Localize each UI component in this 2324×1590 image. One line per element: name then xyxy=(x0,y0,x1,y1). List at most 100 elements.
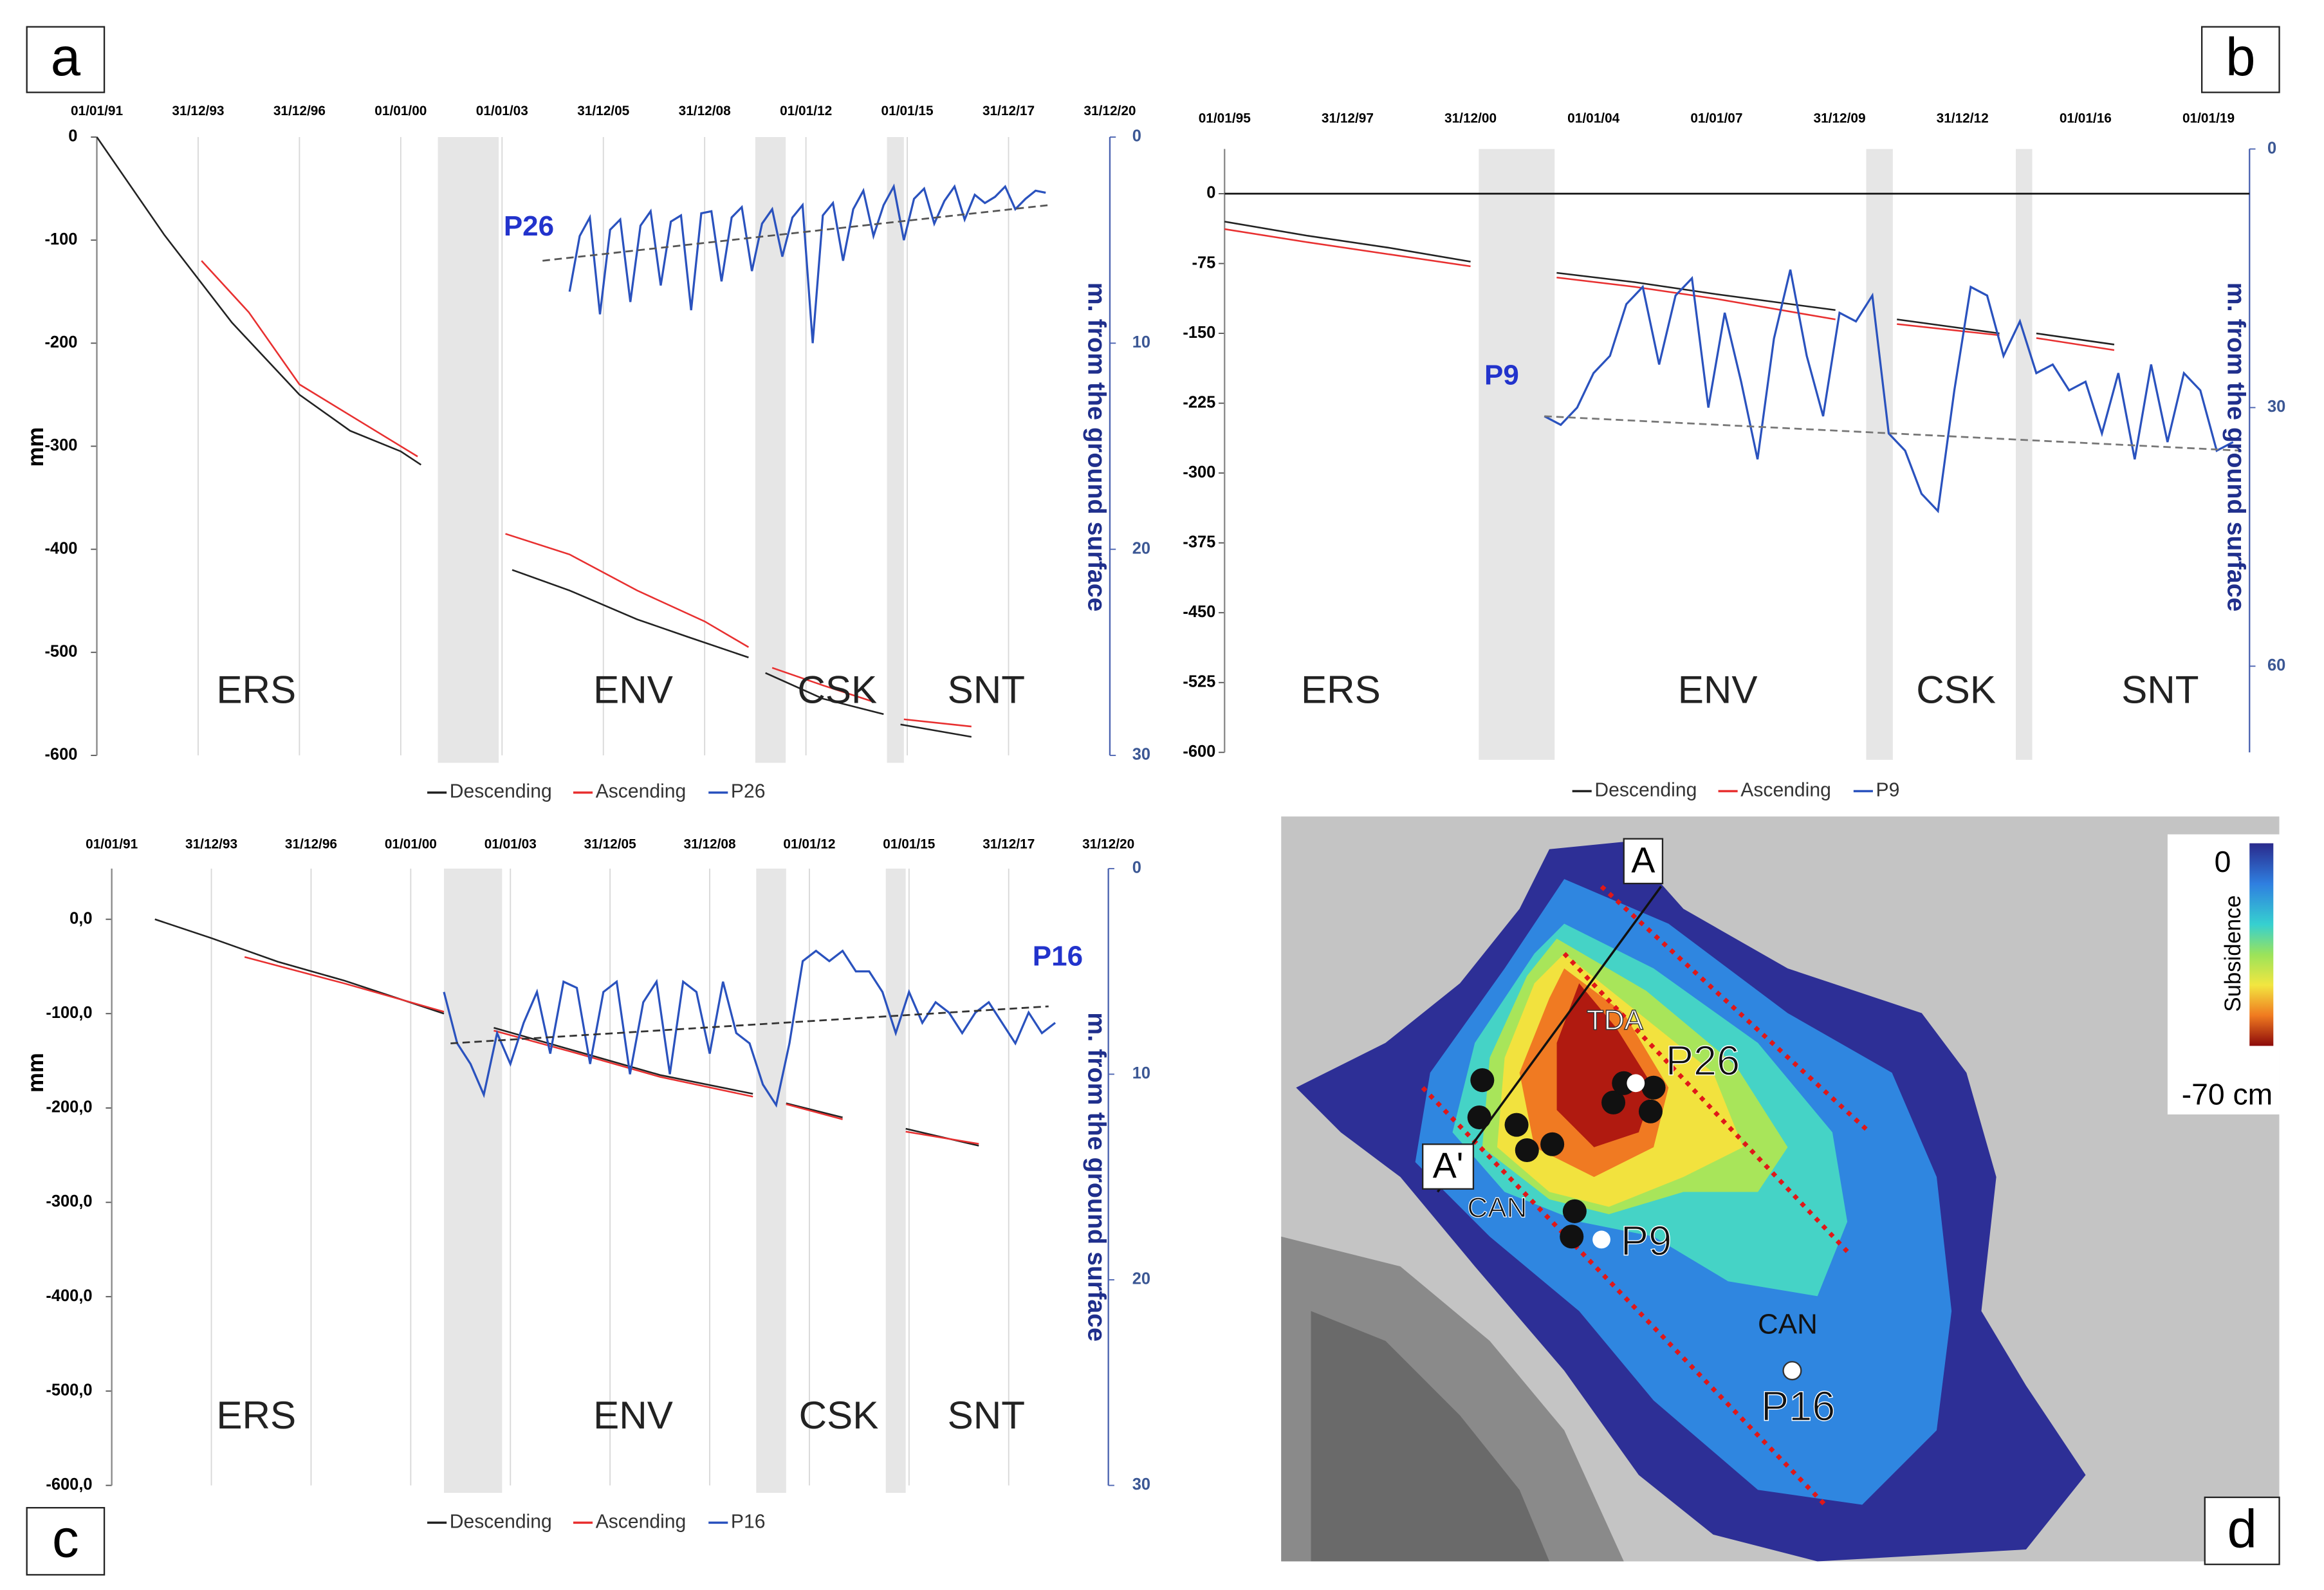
sensor-label: ENV xyxy=(1678,669,1758,712)
piezometer xyxy=(1592,1230,1610,1249)
x-tick-label: 31/12/08 xyxy=(679,104,731,118)
map-label: P9 xyxy=(1621,1217,1672,1264)
trend-line xyxy=(542,204,1049,262)
x-tick-label: 31/12/20 xyxy=(1084,104,1136,118)
y2-axis-label: m. from the ground surface xyxy=(1082,282,1111,612)
panel-box xyxy=(26,26,106,93)
sensor-label: SNT xyxy=(948,669,1025,712)
y-tick-label: -300 xyxy=(44,436,77,454)
colorbar xyxy=(2249,843,2274,1046)
well xyxy=(1504,1113,1529,1137)
well xyxy=(1638,1099,1663,1123)
y-tick-label: -600 xyxy=(1183,743,1215,761)
colorbar-label: 0 xyxy=(2215,845,2231,878)
y2-tick-label: 30 xyxy=(1132,746,1150,764)
series-line xyxy=(568,183,1046,344)
y-tick-label: -100,0 xyxy=(46,1004,92,1022)
y2-axis-label: m. from the ground surface xyxy=(2222,282,2251,612)
panel-label: c xyxy=(52,1509,79,1569)
well xyxy=(1601,1090,1626,1114)
sensor-label: ERS xyxy=(1301,669,1381,712)
y-axis-label: mm xyxy=(24,427,48,467)
x-tick-label: 01/01/15 xyxy=(883,837,935,851)
y-tick-label: -150 xyxy=(1183,324,1215,342)
x-tick-label: 01/01/03 xyxy=(476,104,528,118)
x-tick-label: 31/12/96 xyxy=(273,104,326,118)
y-tick-label: 0 xyxy=(68,127,77,145)
legend-label: Ascending xyxy=(596,1511,687,1532)
sensor-label: CSK xyxy=(797,669,877,712)
x-tick-label: 01/01/07 xyxy=(1690,111,1742,126)
data-gap xyxy=(443,868,503,1493)
label-box xyxy=(1623,838,1664,885)
well xyxy=(1562,1199,1587,1223)
y-tick-label: -200 xyxy=(44,333,77,351)
map-label: CAN xyxy=(1758,1308,1818,1340)
x-tick-label: 01/01/03 xyxy=(484,837,537,851)
y-tick-label: -600 xyxy=(44,746,77,764)
x-tick-label: 01/01/16 xyxy=(2060,111,2112,126)
map-label: TDA xyxy=(1587,1004,1644,1036)
y2-tick-label: 20 xyxy=(1132,1270,1150,1288)
y-tick-label: -200,0 xyxy=(46,1098,92,1116)
y-tick-label: 0 xyxy=(1206,184,1215,202)
series-line xyxy=(1224,228,2115,351)
piezometer xyxy=(1782,1361,1802,1381)
sensor-label: SNT xyxy=(2121,669,2199,712)
y-tick-label: -500,0 xyxy=(46,1382,92,1400)
series-line xyxy=(96,136,972,738)
legend-label: Ascending xyxy=(1740,779,1831,800)
y-tick-label: 0,0 xyxy=(69,909,92,927)
x-tick-label: 31/12/93 xyxy=(172,104,224,118)
map-label: P16 xyxy=(1761,1382,1835,1429)
y-axis-label: mm xyxy=(24,1053,48,1093)
y2-axis-label: m. from the ground surface xyxy=(1082,1012,1111,1342)
x-tick-label: 31/12/09 xyxy=(1813,111,1865,126)
data-gap xyxy=(438,137,499,763)
x-tick-label: 01/01/91 xyxy=(86,837,138,851)
map-label: CAN xyxy=(1468,1192,1527,1224)
y2-tick-label: 30 xyxy=(1132,1475,1150,1493)
y2-tick-label: 0 xyxy=(1132,859,1141,877)
data-gap xyxy=(1479,149,1555,760)
section-label: A' xyxy=(1433,1145,1464,1185)
x-tick-label: 01/01/04 xyxy=(1567,111,1619,126)
point-label: P16 xyxy=(1033,940,1083,972)
x-tick-label: 01/01/12 xyxy=(783,837,835,851)
x-tick-label: 01/01/19 xyxy=(2182,111,2235,126)
legend-label: P9 xyxy=(1876,779,1900,800)
x-tick-label: 31/12/20 xyxy=(1082,837,1134,851)
y-tick-label: -500 xyxy=(44,642,77,660)
panel-box xyxy=(2200,26,2280,93)
well xyxy=(1515,1138,1539,1163)
y-tick-label: -75 xyxy=(1192,254,1216,272)
data-gap xyxy=(885,868,906,1493)
series-line xyxy=(1544,269,2234,513)
series-line xyxy=(443,949,1056,1108)
point-label: P26 xyxy=(504,210,554,242)
relief xyxy=(1311,1311,1549,1562)
x-tick-label: 01/01/12 xyxy=(780,104,832,118)
x-tick-label: 01/01/95 xyxy=(1199,111,1251,126)
y2-tick-label: 10 xyxy=(1132,1064,1150,1082)
legend-label: Ascending xyxy=(596,781,687,802)
legend-label: Descending xyxy=(450,1511,552,1532)
sensor-label: CSK xyxy=(1916,669,1996,712)
data-gap xyxy=(755,137,786,763)
x-tick-label: 31/12/05 xyxy=(577,104,629,118)
data-gap xyxy=(2016,149,2033,760)
sensor-label: ENV xyxy=(593,669,673,712)
x-tick-label: 31/12/17 xyxy=(982,104,1035,118)
y2-tick-label: 0 xyxy=(2267,139,2276,157)
subsidence-zone xyxy=(1556,983,1654,1147)
y-tick-label: -600,0 xyxy=(46,1475,92,1493)
x-tick-label: 31/12/12 xyxy=(1937,111,1989,126)
colorbar-label: -70 cm xyxy=(2182,1077,2273,1111)
sensor-label: CSK xyxy=(799,1394,879,1437)
y-tick-label: -375 xyxy=(1183,533,1215,551)
well xyxy=(1467,1105,1491,1130)
sensor-label: ERS xyxy=(216,1394,296,1437)
sensor-label: SNT xyxy=(948,1394,1025,1437)
x-tick-label: 31/12/17 xyxy=(982,837,1035,851)
